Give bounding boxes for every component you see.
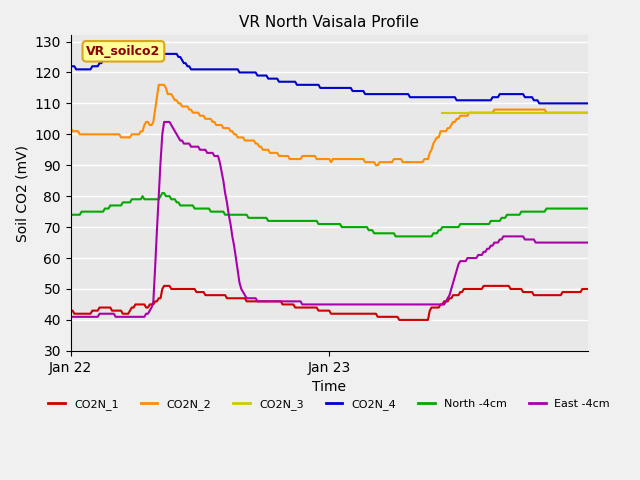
X-axis label: Time: Time [312, 380, 346, 394]
Text: VR_soilco2: VR_soilco2 [86, 45, 161, 58]
Y-axis label: Soil CO2 (mV): Soil CO2 (mV) [15, 144, 29, 241]
Title: VR North Vaisala Profile: VR North Vaisala Profile [239, 15, 419, 30]
Legend: CO2N_1, CO2N_2, CO2N_3, CO2N_4, North -4cm, East -4cm: CO2N_1, CO2N_2, CO2N_3, CO2N_4, North -4… [44, 395, 614, 415]
